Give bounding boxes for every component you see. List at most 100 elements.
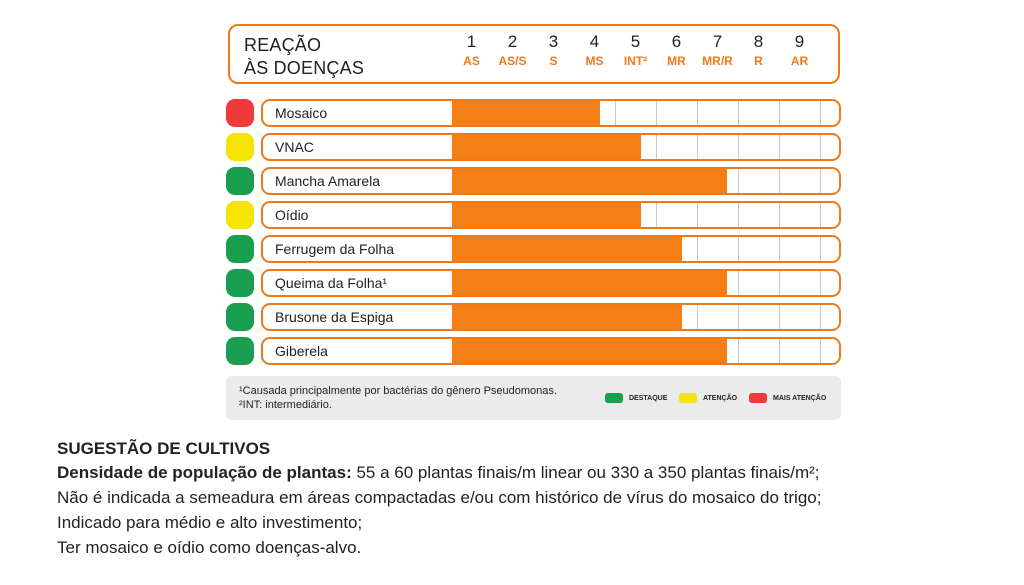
grid-line [697, 135, 698, 159]
legend-label: DESTAQUE [629, 394, 668, 402]
scale-number: 9 [794, 32, 805, 51]
grid-line [779, 305, 780, 329]
disease-row: Giberela [261, 337, 841, 365]
status-indicator [226, 269, 254, 297]
status-indicator [226, 201, 254, 229]
grid-line [779, 169, 780, 193]
status-indicator [226, 99, 254, 127]
grid-line [656, 101, 657, 125]
scale-number: 5 [630, 32, 641, 51]
reaction-bar [452, 135, 641, 159]
legend-swatch [679, 393, 697, 403]
legend-item: MAIS ATENÇÃO [749, 392, 826, 404]
disease-row: Oídio [261, 201, 841, 229]
grid-line [820, 237, 821, 261]
disease-label: Oídio [275, 207, 309, 223]
suggestion-line-2: Não é indicada a semeadura em áreas comp… [57, 488, 822, 507]
status-indicator [226, 133, 254, 161]
density-label: Densidade de população de plantas: [57, 463, 352, 482]
grid-line [738, 169, 739, 193]
scale-number: 1 [466, 32, 477, 51]
grid-line [656, 203, 657, 227]
grid-line [820, 101, 821, 125]
disease-row: VNAC [261, 133, 841, 161]
legend-item: DESTAQUE [605, 392, 667, 404]
legend-swatch [605, 393, 623, 403]
status-indicator [226, 235, 254, 263]
legend-label: ATENÇÃO [703, 394, 738, 402]
disease-label: Ferrugem da Folha [275, 241, 395, 257]
scale-number: 6 [671, 32, 682, 51]
grid-line [697, 203, 698, 227]
grid-line [779, 271, 780, 295]
scale-code: AS/S [498, 54, 527, 68]
scale-code: AR [790, 54, 809, 68]
chart-title-line1: REAÇÃO [244, 35, 322, 55]
disease-row: Ferrugem da Folha [261, 235, 841, 263]
legend-label: MAIS ATENÇÃO [773, 394, 827, 402]
disease-label: Mosaico [275, 105, 328, 121]
grid-line [779, 101, 780, 125]
disease-row: Brusone da Espiga [261, 303, 841, 331]
status-indicator [226, 167, 254, 195]
reaction-bar [452, 169, 727, 193]
grid-line [738, 271, 739, 295]
scale-number: 2 [507, 32, 518, 51]
legend-item: ATENÇÃO [679, 392, 737, 404]
reaction-bar [452, 271, 727, 295]
grid-line [697, 101, 698, 125]
scale-level-1: 1 AS [450, 32, 494, 70]
disease-row: Queima da Folha¹ [261, 269, 841, 297]
scale-code: INT² [623, 54, 648, 68]
grid-line [738, 237, 739, 261]
grid-line [656, 135, 657, 159]
scale-level-9: 9 AR [778, 32, 822, 70]
grid-line [738, 305, 739, 329]
status-indicator [226, 303, 254, 331]
disease-label: VNAC [275, 139, 314, 155]
suggestion-line-4: Ter mosaico e oídio como doenças-alvo. [57, 538, 362, 557]
scale-code: MR [667, 54, 686, 68]
disease-label: Giberela [275, 343, 328, 359]
scale-level-5: 5 INT² [614, 32, 658, 70]
grid-line [738, 135, 739, 159]
grid-line [738, 101, 739, 125]
density-value: 55 a 60 plantas finais/m linear ou 330 a… [351, 463, 820, 482]
suggestions-heading: SUGESTÃO DE CULTIVOS [57, 439, 271, 458]
grid-line [820, 339, 821, 363]
scale-number: 8 [753, 32, 764, 51]
scale-code: MS [585, 54, 604, 68]
reaction-bar [452, 237, 682, 261]
scale-level-6: 6 MR [655, 32, 699, 70]
grid-line [738, 339, 739, 363]
grid-line [779, 135, 780, 159]
grid-line [779, 203, 780, 227]
grid-line [820, 305, 821, 329]
disease-label: Brusone da Espiga [275, 309, 394, 325]
legend-swatch [749, 393, 767, 403]
chart-header: REAÇÃO ÀS DOENÇAS 1 AS 2 AS/S 3 S 4 MS 5 INT² 6 MR 7… [228, 24, 840, 84]
chart-title-line2: ÀS DOENÇAS [244, 58, 365, 78]
grid-line [820, 169, 821, 193]
status-indicator [226, 337, 254, 365]
grid-line [779, 237, 780, 261]
grid-line [697, 305, 698, 329]
grid-line [820, 135, 821, 159]
disease-row: Mancha Amarela [261, 167, 841, 195]
grid-line [820, 271, 821, 295]
scale-code: S [549, 54, 558, 68]
grid-line [615, 101, 616, 125]
reaction-bar [452, 339, 727, 363]
scale-level-7: 7 MR/R [696, 32, 740, 70]
grid-line [697, 237, 698, 261]
chart-title: REAÇÃO ÀS DOENÇAS [244, 34, 364, 80]
scale-code: R [754, 54, 763, 68]
grid-line [820, 203, 821, 227]
reaction-bar [452, 305, 682, 329]
scale-number: 3 [548, 32, 559, 51]
footnote-2: ²INT: intermediário. [239, 399, 332, 411]
disease-label: Queima da Folha¹ [275, 275, 388, 291]
grid-line [779, 339, 780, 363]
disease-row: Mosaico [261, 99, 841, 127]
